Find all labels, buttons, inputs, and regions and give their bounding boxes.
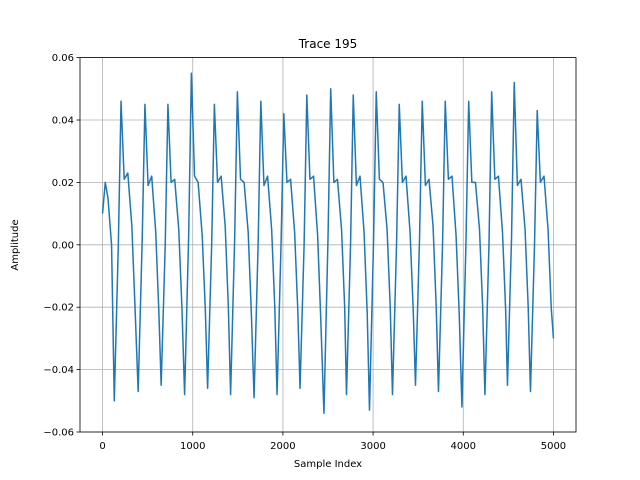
x-tick-label: 0 bbox=[99, 441, 105, 452]
y-tick-label: 0.04 bbox=[52, 116, 74, 127]
y-tick-label: 0.02 bbox=[52, 178, 74, 189]
chart-title: Trace 195 bbox=[298, 37, 358, 51]
y-axis-label: Amplitude bbox=[10, 219, 21, 270]
x-tick-label: 2000 bbox=[270, 441, 295, 452]
x-tick-label: 5000 bbox=[541, 441, 566, 452]
x-axis-label: Sample Index bbox=[294, 459, 362, 470]
x-tick-label: 3000 bbox=[360, 441, 385, 452]
y-tick-label: −0.02 bbox=[43, 303, 74, 314]
x-tick-label: 1000 bbox=[180, 441, 205, 452]
trace-line bbox=[101, 72, 555, 415]
plot-frame bbox=[79, 57, 577, 433]
y-tick-label: 0.06 bbox=[52, 53, 74, 64]
y-tick-label: −0.04 bbox=[43, 365, 74, 376]
y-tick-label: 0.00 bbox=[52, 240, 74, 251]
x-tick-label: 4000 bbox=[451, 441, 476, 452]
y-tick-label: −0.06 bbox=[43, 428, 74, 439]
